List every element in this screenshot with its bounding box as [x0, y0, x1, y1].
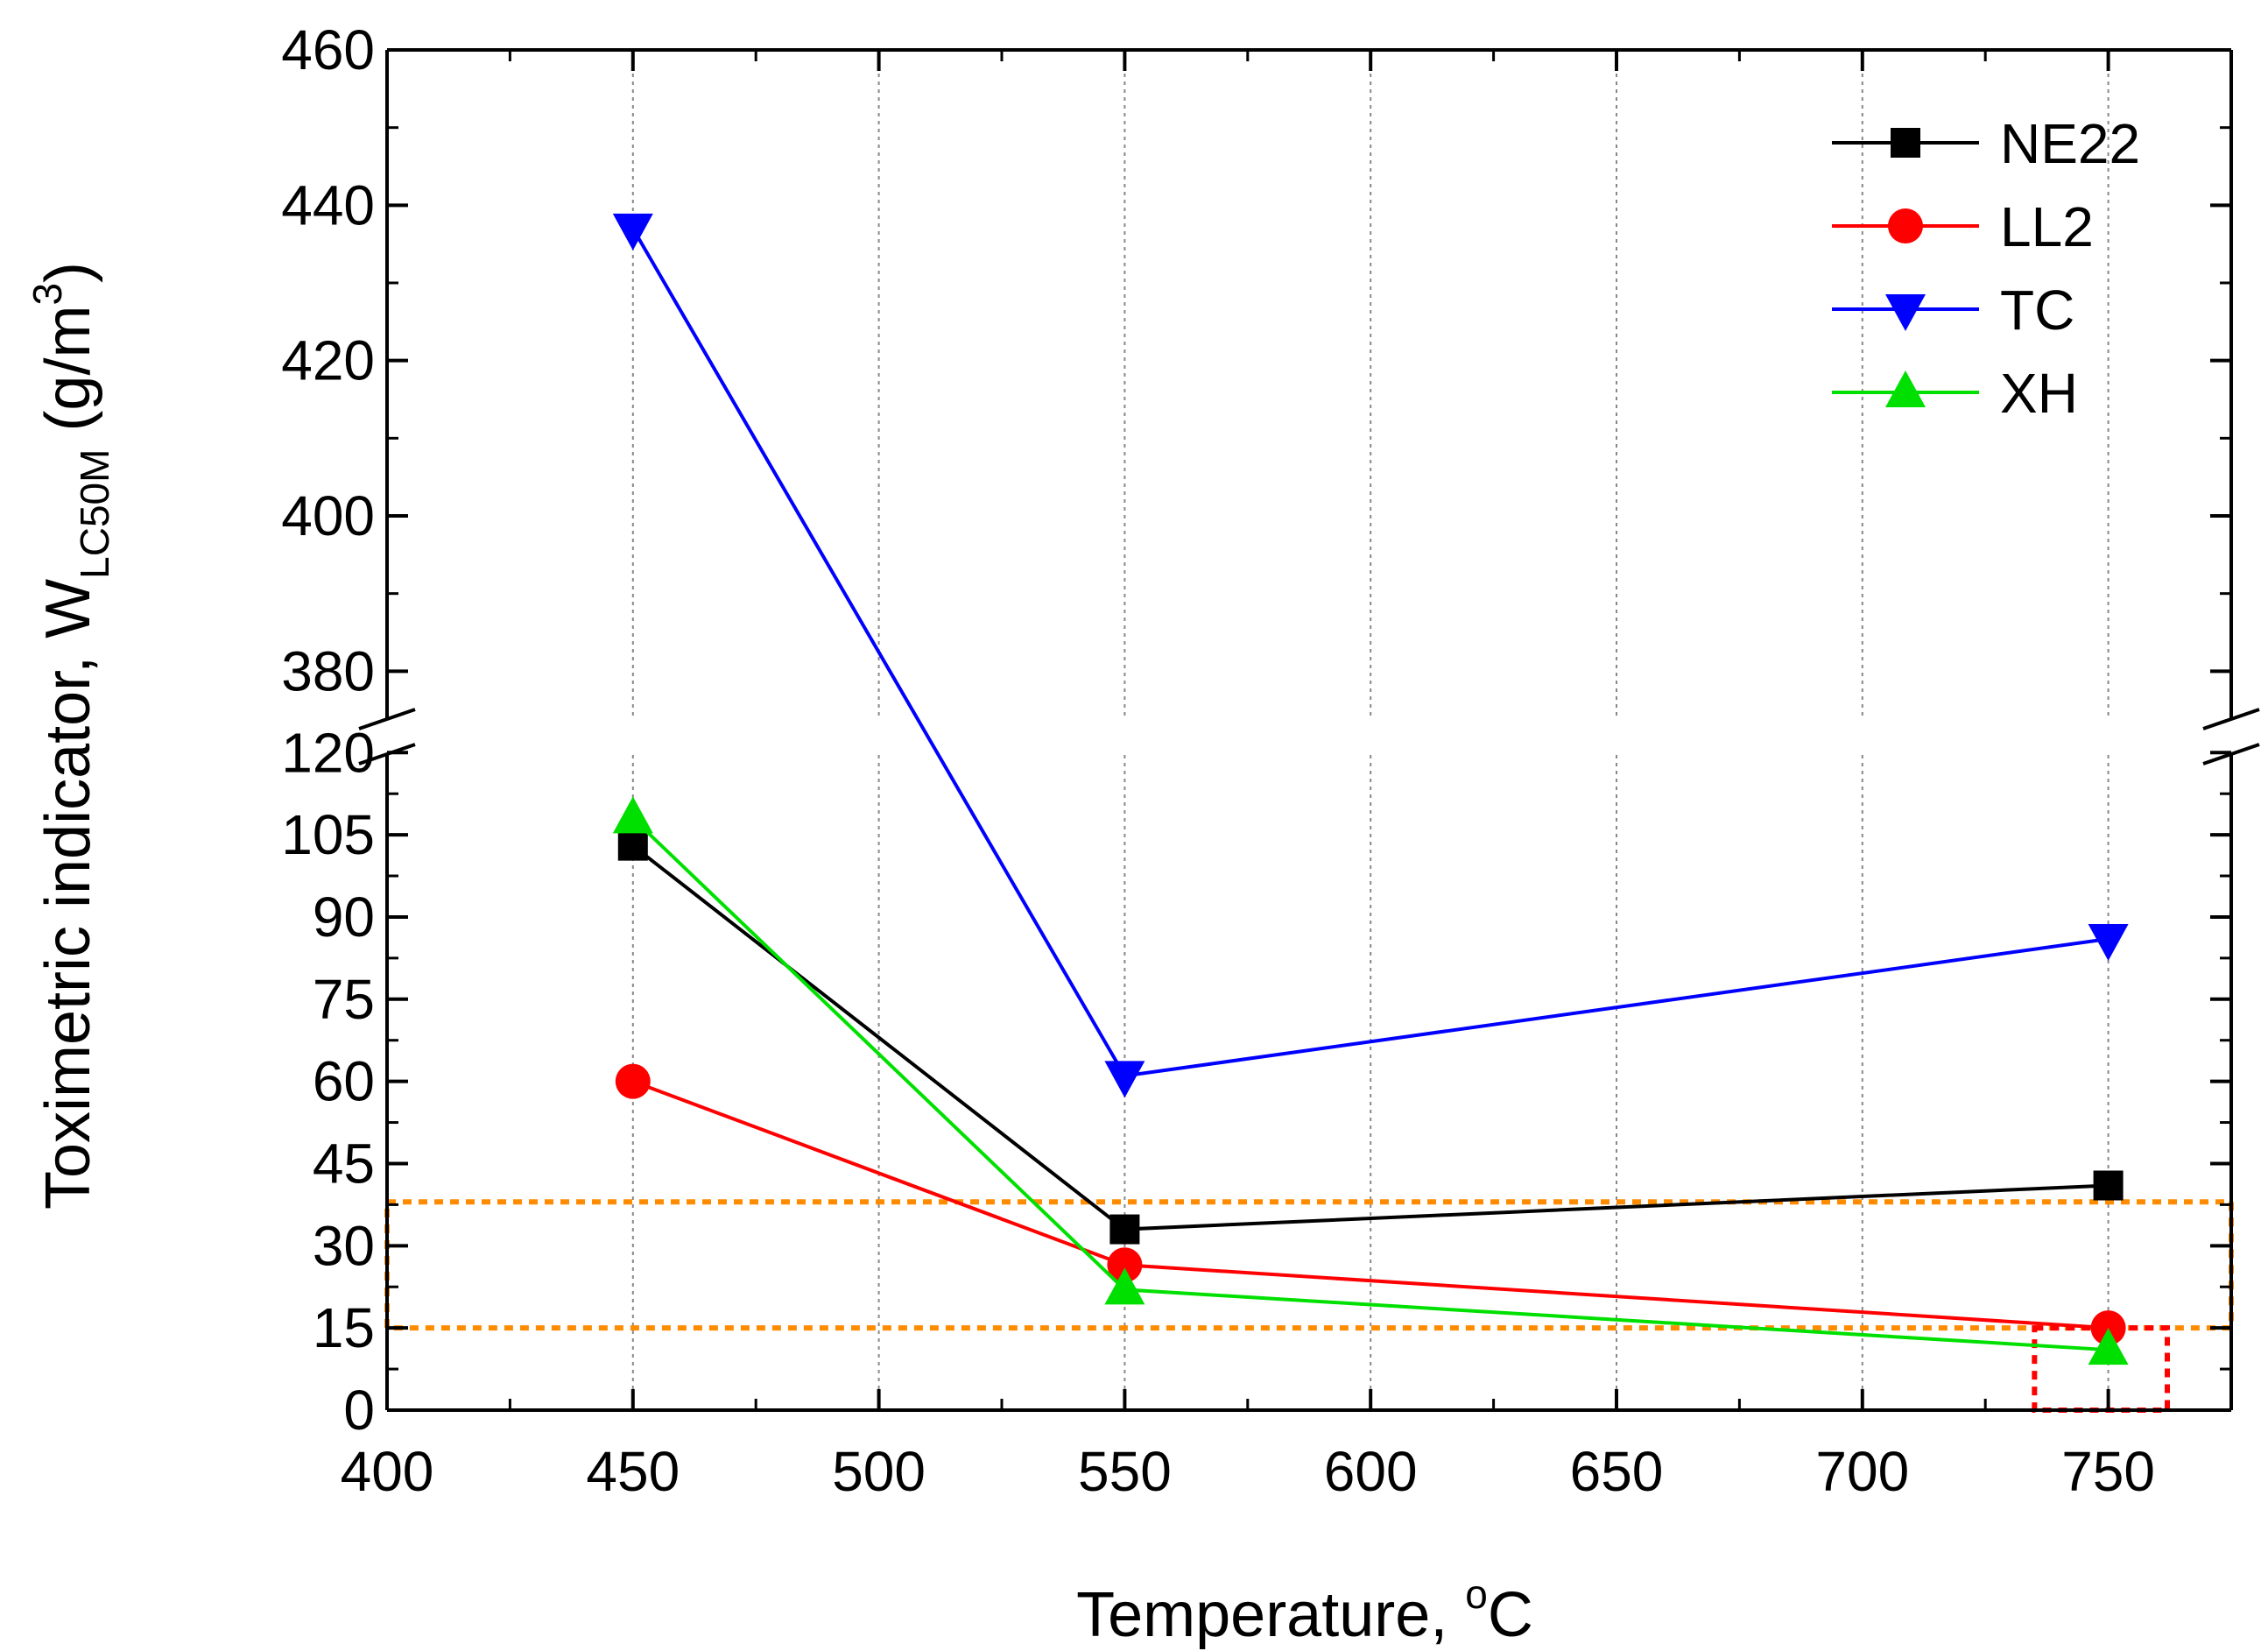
series-TC — [612, 213, 2129, 1098]
series-XH — [612, 796, 2129, 1365]
y-tick-label-120: 120 — [281, 721, 375, 784]
annotation-boxes — [384, 1199, 2234, 1414]
point-NE22-550 — [1109, 1214, 1140, 1245]
y-tick-label-105: 105 — [281, 803, 375, 866]
x-tick-label-500: 500 — [832, 1440, 926, 1503]
point-TC-450 — [612, 213, 653, 250]
y-tick-label-460: 460 — [281, 18, 375, 81]
series-line-NE22 — [631, 844, 2109, 1231]
y-tick-label-420: 420 — [281, 329, 375, 392]
y-tick-label-30: 30 — [313, 1214, 375, 1277]
legend-label-TC: TC — [2000, 279, 2074, 342]
y-tick-label-60: 60 — [313, 1050, 375, 1113]
y-tick-label-0: 0 — [343, 1379, 375, 1442]
point-TC-550 — [1104, 1061, 1145, 1098]
legend-marker-XH — [1885, 370, 1926, 407]
point-TC-750 — [2088, 923, 2129, 961]
x-tick-label-450: 450 — [586, 1440, 680, 1503]
x-tick-label-650: 650 — [1570, 1440, 1664, 1503]
y-tick-label-45: 45 — [313, 1132, 375, 1195]
point-LL2-450 — [615, 1063, 651, 1099]
legend-label-XH: XH — [2000, 362, 2078, 425]
x-tick-label-400: 400 — [341, 1440, 434, 1503]
y-axis-title: Toximetric indicator, WLC50M (g/m3) — [25, 262, 117, 1210]
point-XH-550 — [1104, 1267, 1145, 1305]
x-tick-label-750: 750 — [2061, 1440, 2155, 1503]
y-tick-label-440: 440 — [281, 173, 375, 236]
x-tick-label-600: 600 — [1324, 1440, 1418, 1503]
legend-marker-NE22 — [1891, 128, 1920, 158]
series-layer — [612, 213, 2129, 1365]
axis-break-mark — [358, 708, 416, 730]
point-XH-750 — [2088, 1328, 2129, 1365]
y-tick-label-15: 15 — [313, 1296, 375, 1359]
y-tick-label-380: 380 — [281, 639, 375, 702]
axis-break-mark — [2202, 708, 2260, 730]
y-tick-label-90: 90 — [313, 885, 375, 949]
legend-marker-TC — [1885, 294, 1926, 331]
legend-label-NE22: NE22 — [2000, 112, 2140, 175]
point-NE22-450 — [617, 830, 648, 861]
tick-labels: 400 450 500 550 600 650 700 750 0 15 30 45 60 75 90 105… — [281, 18, 2155, 1503]
y-tick-label-75: 75 — [313, 968, 375, 1031]
annotation-dashed-band — [384, 1199, 2234, 1331]
x-tick-label-550: 550 — [1078, 1440, 1172, 1503]
break-gap — [869, 709, 921, 762]
legend-label-LL2: LL2 — [2000, 195, 2094, 258]
y-tick-label-400: 400 — [281, 484, 375, 547]
point-XH-450 — [612, 796, 653, 834]
grid-lines — [631, 50, 2110, 1410]
point-NE22-750 — [2093, 1170, 2124, 1201]
legend: NE22 LL2 TC XH — [1832, 112, 2140, 425]
point-LL2-550 — [1107, 1247, 1143, 1283]
x-tick-label-700: 700 — [1815, 1440, 1909, 1503]
axes — [358, 48, 2260, 1412]
x-axis-title: Temperature, oC — [1076, 1571, 1533, 1650]
legend-marker-LL2 — [1888, 208, 1923, 243]
point-LL2-750 — [2090, 1310, 2126, 1346]
series-LL2 — [615, 1063, 2126, 1346]
